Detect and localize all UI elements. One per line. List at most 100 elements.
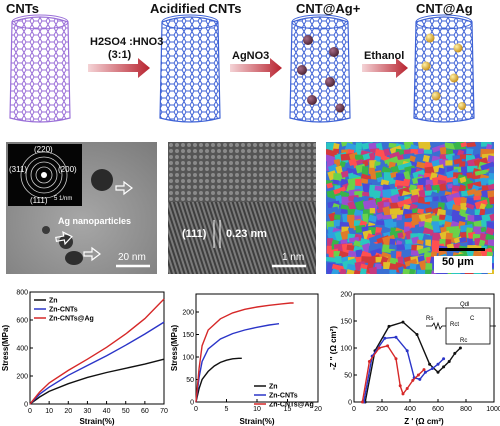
legend-label: Zn-CNTs — [49, 307, 78, 314]
arrow-2-label: AgNO3 — [232, 50, 270, 62]
data-point — [453, 351, 457, 355]
x-tick-label: 30 — [84, 408, 92, 415]
x-tick-label: 200 — [376, 406, 388, 413]
ebsd-scale-box — [434, 256, 492, 273]
data-point — [447, 360, 451, 363]
data-point — [401, 320, 405, 324]
arrow-1-sublabel: (3:1) — [108, 49, 132, 61]
particle-1 — [91, 169, 113, 191]
data-point — [418, 377, 422, 381]
ag-nanoparticles-label: Ag nanoparticles — [58, 216, 132, 226]
data-point — [387, 324, 391, 328]
circuit-label-qdl: Qdl — [460, 302, 469, 308]
legend-label: Zn-CNTs@Ag — [269, 402, 314, 409]
stage-label-acidified: Acidified CNTs — [150, 1, 242, 16]
circuit-label-c: C — [470, 316, 475, 322]
x-tick-label: 0 — [194, 406, 198, 413]
circuit-label-rc: Rc — [460, 338, 467, 344]
y-tick-label: 600 — [16, 318, 28, 325]
data-point — [386, 344, 390, 348]
ebsd-scale-bar — [439, 248, 485, 251]
tem-micrograph: (220) (311) (200) (111) 5 1/nm Ag nanopa… — [6, 142, 157, 274]
data-point — [458, 346, 462, 350]
series-line-zn — [29, 358, 165, 405]
x-tick-label: 0 — [352, 406, 356, 413]
nyquist-chart: 0 200 400 600 800 1000 0 50 100 150 200 Z ' (Ω cm²)… — [330, 292, 500, 426]
x-axis-label: Strain(%) — [239, 417, 274, 426]
ring-111: (111) — [30, 196, 48, 205]
y-tick-label: 0 — [190, 400, 194, 407]
x-axis-label: Strain(%) — [79, 417, 114, 426]
y-axis-label: Stress(MPa) — [1, 325, 10, 372]
data-point — [401, 392, 405, 396]
data-point — [377, 346, 381, 350]
ebsd-scale-label: 50 μm — [442, 256, 474, 268]
data-point — [405, 387, 409, 390]
x-tick-label: 10 — [253, 406, 261, 413]
hrtem-scale-label: 1 nm — [282, 252, 305, 263]
x-axis-label: Z ' (Ω cm²) — [404, 417, 444, 426]
data-point — [428, 362, 432, 366]
series-line-zn-cnts-ag — [29, 298, 165, 405]
x-tick-label: 600 — [432, 406, 444, 413]
y-tick-label: 150 — [182, 332, 194, 339]
arrow-1-label: H2SO4 :HNO3 — [90, 36, 164, 48]
legend-label: Zn — [49, 298, 58, 305]
data-point — [383, 336, 387, 340]
arrow-3 — [362, 58, 408, 78]
data-point — [405, 349, 409, 353]
x-tick-label: 60 — [141, 408, 149, 415]
y-tick-label: 0 — [348, 400, 352, 407]
y-tick-label: 100 — [340, 346, 352, 353]
data-point — [394, 335, 398, 339]
circuit-label-rs: Rs — [426, 316, 433, 322]
ebsd-map: 50 μm — [326, 142, 494, 274]
x-tick-label: 50 — [122, 408, 130, 415]
x-tick-label: 20 — [314, 406, 322, 413]
series-line-zn-cnts-ag — [195, 302, 294, 403]
x-tick-label: 20 — [64, 408, 72, 415]
stress-strain-chart-1: 0 10 20 30 40 50 60 70 0 200 400 600 800 Strain(%) Str… — [1, 290, 168, 426]
x-tick-label: 15 — [284, 406, 292, 413]
spacing-label: 0.23 nm — [226, 228, 267, 240]
data-point — [442, 357, 446, 361]
ring-311: (311) — [9, 165, 28, 174]
data-point — [415, 333, 419, 336]
tube-cnt-ag — [413, 14, 475, 123]
y-axis-label: -Z '' (Ω cm²) — [330, 326, 338, 370]
stress-strain-chart-2: 0 5 10 15 20050100150200Strain(%)Stress(MPa)… — [170, 293, 322, 426]
data-point — [398, 384, 402, 388]
ring-220: (220) — [34, 145, 53, 154]
data-point — [422, 368, 426, 372]
legend-label: Zn — [269, 384, 278, 391]
scheme-graphics — [9, 14, 475, 123]
x-tick-label: 5 — [225, 406, 229, 413]
x-tick-label: 400 — [404, 406, 416, 413]
arrow-2 — [230, 58, 282, 78]
stage-label-cnts: CNTs — [6, 1, 39, 16]
legend-label: Zn-CNTs@Ag — [49, 316, 94, 323]
y-tick-label: 0 — [24, 402, 28, 409]
stage-label-cnt-ag: CNT@Ag — [416, 1, 473, 16]
legend-label: Zn-CNTs — [269, 393, 298, 400]
equivalent-circuit: Rs Qdl Rct C Rc — [426, 302, 496, 345]
data-point — [360, 400, 364, 404]
data-point — [430, 367, 434, 371]
series-line-zn-cnts-ag — [361, 344, 425, 403]
circuit-label-rct: Rct — [450, 322, 459, 328]
data-point — [423, 370, 427, 374]
x-tick-label: 40 — [103, 408, 111, 415]
x-tick-label: 0 — [28, 408, 32, 415]
data-point — [436, 370, 440, 374]
y-tick-label: 200 — [182, 310, 194, 317]
tube-acidified — [159, 14, 221, 123]
data-point — [367, 360, 371, 363]
data-point — [436, 362, 440, 366]
ring-200: (200) — [58, 165, 77, 174]
tem-scale-label: 20 nm — [118, 252, 146, 263]
data-point — [411, 378, 415, 382]
particle-3 — [65, 251, 83, 265]
hrtem-micrograph: (111) 0.23 nm 1 nm — [168, 142, 316, 274]
x-tick-label: 70 — [160, 408, 168, 415]
plot-frame — [353, 293, 495, 403]
